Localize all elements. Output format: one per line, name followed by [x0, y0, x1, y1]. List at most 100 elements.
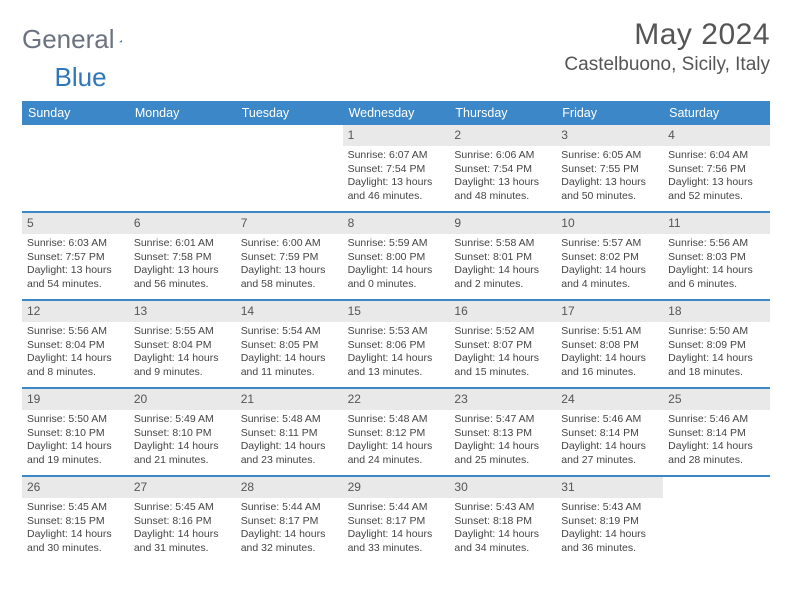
sunrise-line: Sunrise: 5:56 AM	[668, 237, 765, 250]
sunset-line: Sunset: 8:09 PM	[668, 339, 765, 352]
daylight-line-1: Daylight: 14 hours	[668, 264, 765, 277]
day-number: 12	[22, 301, 129, 322]
daylight-line-2: and 11 minutes.	[241, 366, 338, 379]
cell-body: Sunrise: 5:43 AMSunset: 8:19 PMDaylight:…	[556, 498, 663, 559]
calendar-cell: 6Sunrise: 6:01 AMSunset: 7:58 PMDaylight…	[129, 213, 236, 299]
cell-body: Sunrise: 5:46 AMSunset: 8:14 PMDaylight:…	[663, 410, 770, 471]
day-number: 25	[663, 389, 770, 410]
daylight-line-2: and 23 minutes.	[241, 454, 338, 467]
sunrise-line: Sunrise: 6:05 AM	[561, 149, 658, 162]
calendar-cell: 16Sunrise: 5:52 AMSunset: 8:07 PMDayligh…	[449, 301, 556, 387]
day-number: 4	[663, 125, 770, 146]
cell-body: Sunrise: 6:05 AMSunset: 7:55 PMDaylight:…	[556, 146, 663, 207]
calendar-cell: 7Sunrise: 6:00 AMSunset: 7:59 PMDaylight…	[236, 213, 343, 299]
logo-text-a: General	[22, 24, 115, 55]
daylight-line-1: Daylight: 14 hours	[561, 528, 658, 541]
sunset-line: Sunset: 8:10 PM	[134, 427, 231, 440]
cell-body: Sunrise: 5:55 AMSunset: 8:04 PMDaylight:…	[129, 322, 236, 383]
daylight-line-1: Daylight: 14 hours	[241, 352, 338, 365]
cell-body: Sunrise: 5:49 AMSunset: 8:10 PMDaylight:…	[129, 410, 236, 471]
day-number: 18	[663, 301, 770, 322]
day-of-week: Wednesday	[343, 101, 450, 125]
cell-body: Sunrise: 6:07 AMSunset: 7:54 PMDaylight:…	[343, 146, 450, 207]
sunset-line: Sunset: 8:08 PM	[561, 339, 658, 352]
sunrise-line: Sunrise: 5:50 AM	[27, 413, 124, 426]
sunrise-line: Sunrise: 5:49 AM	[134, 413, 231, 426]
sunset-line: Sunset: 8:14 PM	[668, 427, 765, 440]
logo: General	[22, 18, 143, 55]
calendar-cell: 4Sunrise: 6:04 AMSunset: 7:56 PMDaylight…	[663, 125, 770, 211]
calendar-cell	[129, 125, 236, 211]
cell-body: Sunrise: 5:59 AMSunset: 8:00 PMDaylight:…	[343, 234, 450, 295]
calendar-week: 26Sunrise: 5:45 AMSunset: 8:15 PMDayligh…	[22, 475, 770, 563]
sunrise-line: Sunrise: 5:50 AM	[668, 325, 765, 338]
daylight-line-1: Daylight: 13 hours	[668, 176, 765, 189]
sunset-line: Sunset: 7:55 PM	[561, 163, 658, 176]
daylight-line-1: Daylight: 14 hours	[454, 440, 551, 453]
sunrise-line: Sunrise: 5:48 AM	[241, 413, 338, 426]
cell-body: Sunrise: 6:01 AMSunset: 7:58 PMDaylight:…	[129, 234, 236, 295]
sunset-line: Sunset: 8:07 PM	[454, 339, 551, 352]
day-of-week: Friday	[556, 101, 663, 125]
daylight-line-2: and 2 minutes.	[454, 278, 551, 291]
sunrise-line: Sunrise: 6:03 AM	[27, 237, 124, 250]
calendar-week: 1Sunrise: 6:07 AMSunset: 7:54 PMDaylight…	[22, 125, 770, 211]
day-number: 5	[22, 213, 129, 234]
daylight-line-2: and 30 minutes.	[27, 542, 124, 555]
cell-body: Sunrise: 5:51 AMSunset: 8:08 PMDaylight:…	[556, 322, 663, 383]
sunset-line: Sunset: 7:58 PM	[134, 251, 231, 264]
sunset-line: Sunset: 7:57 PM	[27, 251, 124, 264]
sunrise-line: Sunrise: 5:47 AM	[454, 413, 551, 426]
calendar-cell: 2Sunrise: 6:06 AMSunset: 7:54 PMDaylight…	[449, 125, 556, 211]
calendar-cell: 29Sunrise: 5:44 AMSunset: 8:17 PMDayligh…	[343, 477, 450, 563]
sunrise-line: Sunrise: 6:07 AM	[348, 149, 445, 162]
daylight-line-2: and 25 minutes.	[454, 454, 551, 467]
cell-body: Sunrise: 5:53 AMSunset: 8:06 PMDaylight:…	[343, 322, 450, 383]
daylight-line-2: and 18 minutes.	[668, 366, 765, 379]
daylight-line-2: and 50 minutes.	[561, 190, 658, 203]
cell-body: Sunrise: 6:00 AMSunset: 7:59 PMDaylight:…	[236, 234, 343, 295]
sunset-line: Sunset: 8:17 PM	[348, 515, 445, 528]
cell-body: Sunrise: 5:58 AMSunset: 8:01 PMDaylight:…	[449, 234, 556, 295]
sunrise-line: Sunrise: 5:44 AM	[241, 501, 338, 514]
day-number: 29	[343, 477, 450, 498]
cell-body: Sunrise: 6:03 AMSunset: 7:57 PMDaylight:…	[22, 234, 129, 295]
sunrise-line: Sunrise: 5:43 AM	[454, 501, 551, 514]
day-number: 14	[236, 301, 343, 322]
daylight-line-1: Daylight: 14 hours	[454, 352, 551, 365]
location: Castelbuono, Sicily, Italy	[564, 54, 770, 76]
cell-body: Sunrise: 5:56 AMSunset: 8:04 PMDaylight:…	[22, 322, 129, 383]
cell-body: Sunrise: 5:48 AMSunset: 8:12 PMDaylight:…	[343, 410, 450, 471]
daylight-line-2: and 54 minutes.	[27, 278, 124, 291]
cell-body: Sunrise: 5:48 AMSunset: 8:11 PMDaylight:…	[236, 410, 343, 471]
daylight-line-1: Daylight: 14 hours	[27, 528, 124, 541]
calendar-week: 5Sunrise: 6:03 AMSunset: 7:57 PMDaylight…	[22, 211, 770, 299]
day-number: 6	[129, 213, 236, 234]
daylight-line-2: and 48 minutes.	[454, 190, 551, 203]
calendar-cell: 28Sunrise: 5:44 AMSunset: 8:17 PMDayligh…	[236, 477, 343, 563]
calendar-cell: 17Sunrise: 5:51 AMSunset: 8:08 PMDayligh…	[556, 301, 663, 387]
calendar-cell: 10Sunrise: 5:57 AMSunset: 8:02 PMDayligh…	[556, 213, 663, 299]
cell-body: Sunrise: 5:44 AMSunset: 8:17 PMDaylight:…	[343, 498, 450, 559]
daylight-line-2: and 21 minutes.	[134, 454, 231, 467]
sunset-line: Sunset: 8:04 PM	[27, 339, 124, 352]
daylight-line-1: Daylight: 14 hours	[27, 440, 124, 453]
calendar-cell: 24Sunrise: 5:46 AMSunset: 8:14 PMDayligh…	[556, 389, 663, 475]
daylight-line-2: and 28 minutes.	[668, 454, 765, 467]
calendar-cell	[663, 477, 770, 563]
daylight-line-2: and 58 minutes.	[241, 278, 338, 291]
daylight-line-1: Daylight: 14 hours	[454, 264, 551, 277]
calendar-cell: 11Sunrise: 5:56 AMSunset: 8:03 PMDayligh…	[663, 213, 770, 299]
calendar-cell: 27Sunrise: 5:45 AMSunset: 8:16 PMDayligh…	[129, 477, 236, 563]
sunrise-line: Sunrise: 5:51 AM	[561, 325, 658, 338]
daylight-line-1: Daylight: 14 hours	[454, 528, 551, 541]
daylight-line-1: Daylight: 14 hours	[134, 440, 231, 453]
daylight-line-2: and 33 minutes.	[348, 542, 445, 555]
cell-body: Sunrise: 5:43 AMSunset: 8:18 PMDaylight:…	[449, 498, 556, 559]
daylight-line-2: and 9 minutes.	[134, 366, 231, 379]
daylight-line-1: Daylight: 13 hours	[348, 176, 445, 189]
day-number: 10	[556, 213, 663, 234]
sunset-line: Sunset: 8:18 PM	[454, 515, 551, 528]
day-number: 9	[449, 213, 556, 234]
calendar-cell	[236, 125, 343, 211]
